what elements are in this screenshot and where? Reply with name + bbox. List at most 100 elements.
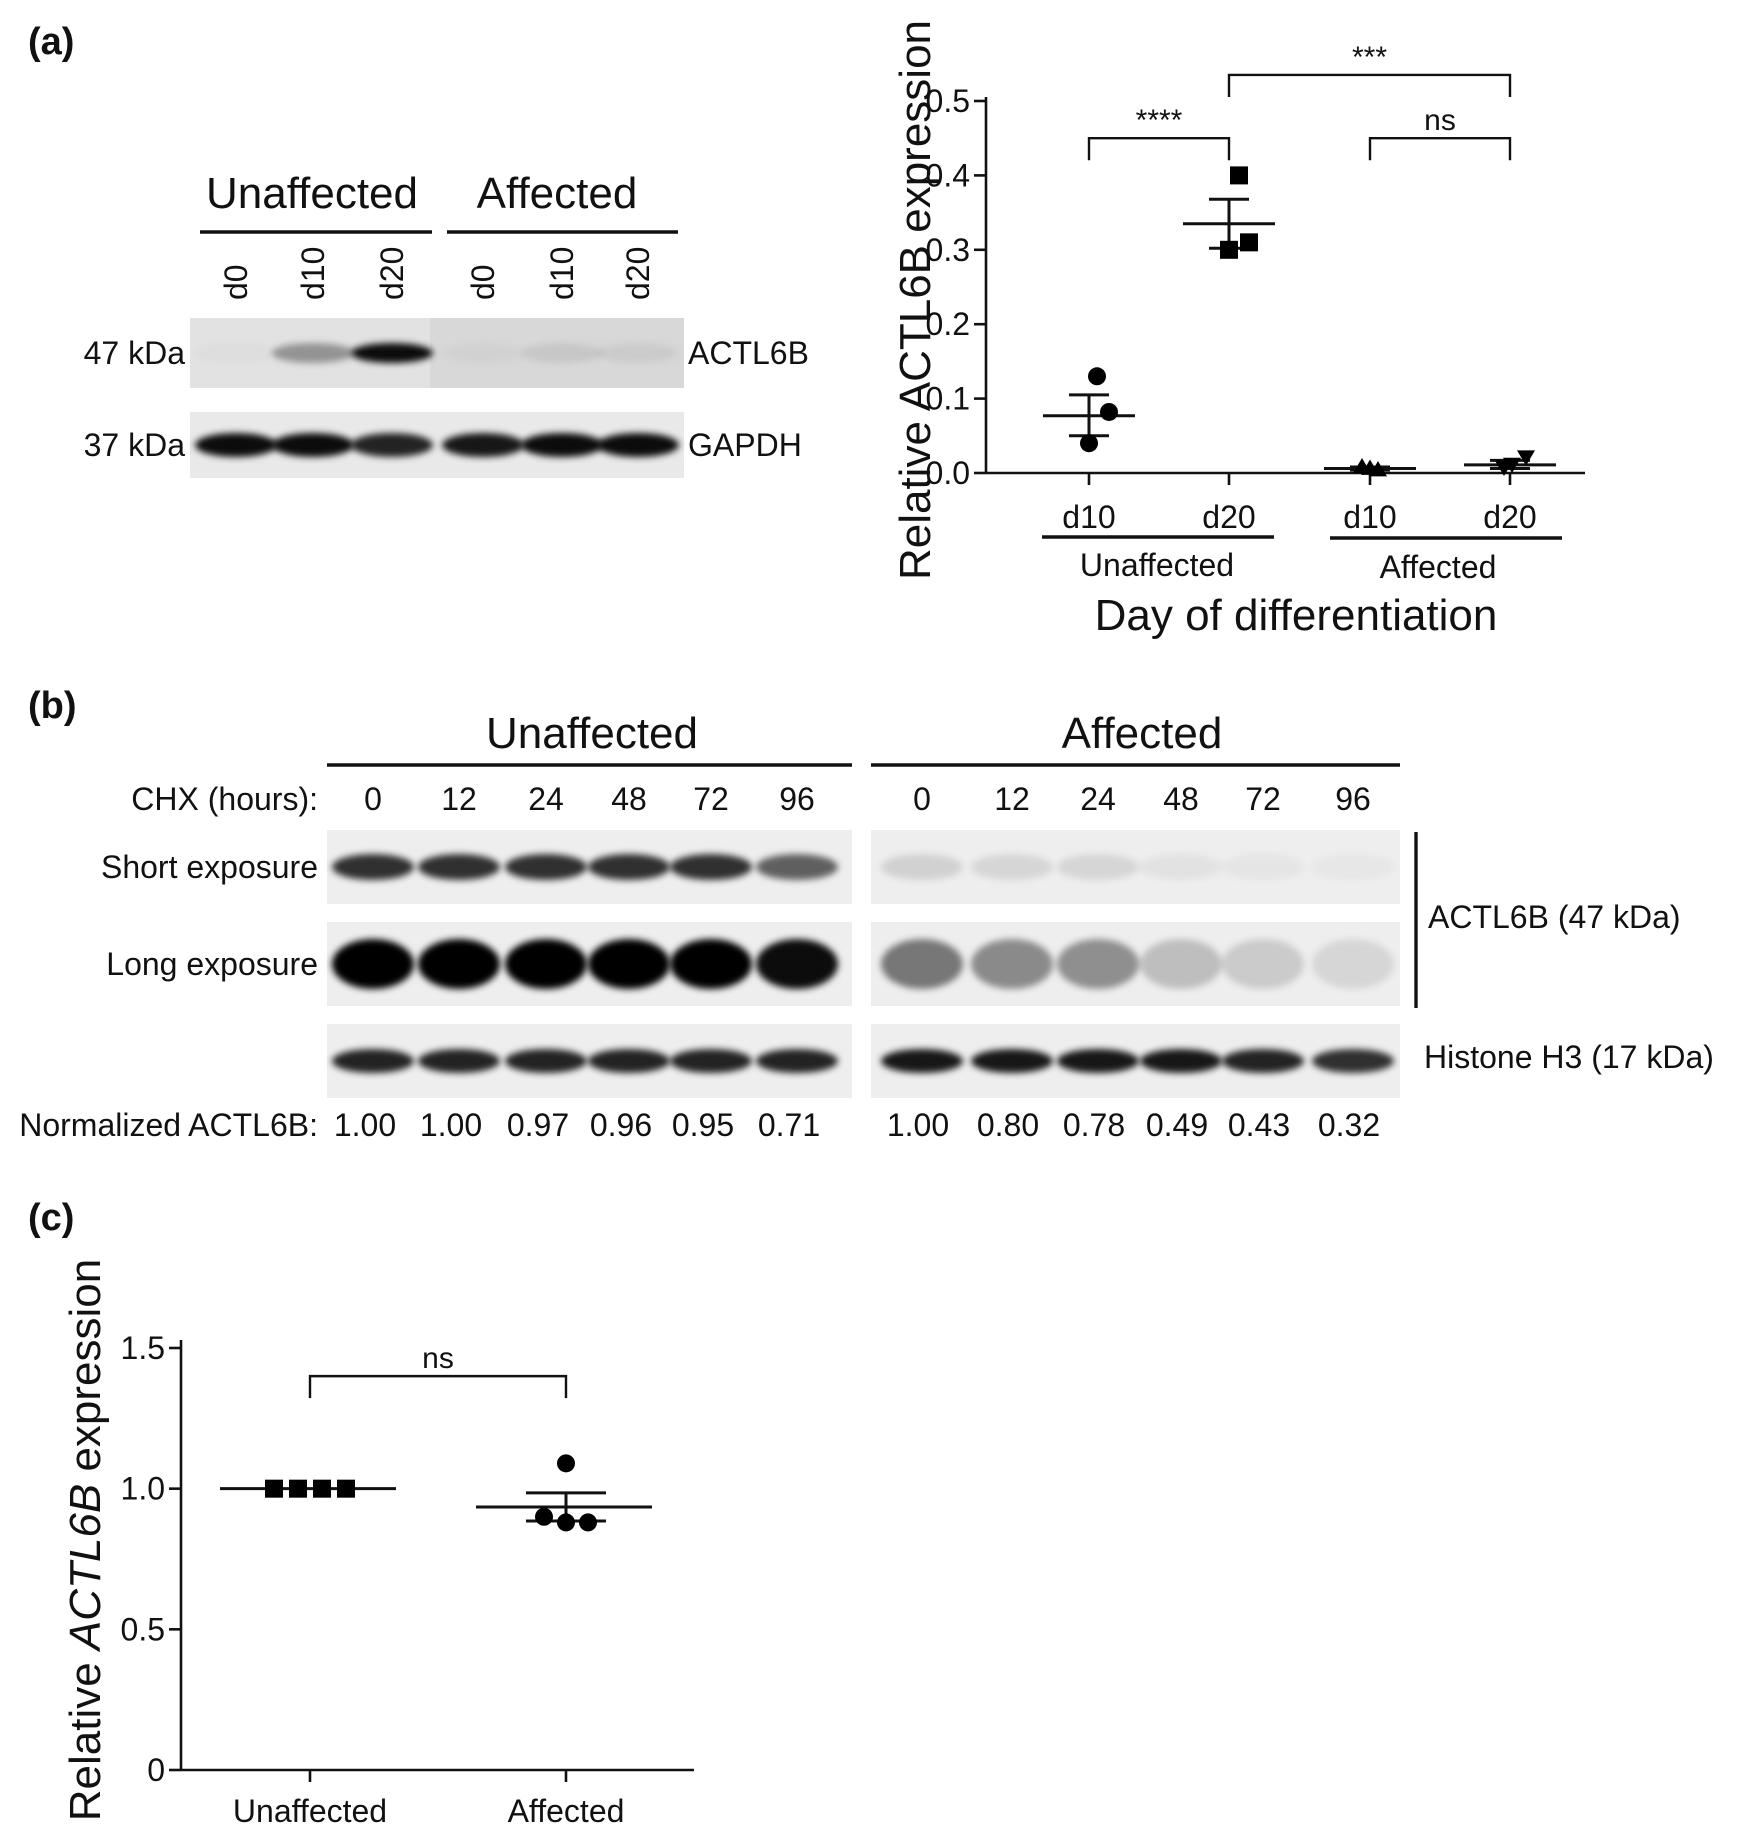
chart-c-point (289, 1479, 307, 1498)
blot-a-band (521, 433, 603, 457)
blot-b-normalized-value: 0.71 (758, 1107, 820, 1143)
chart-a: Relative ACTL6B expression Day of differ… (891, 20, 1585, 640)
chart-a-y-tick-label: 0.4 (926, 157, 970, 193)
blot-b-band (1140, 939, 1222, 989)
blot-b-band (670, 939, 752, 989)
blot-b-hour-label: 12 (441, 781, 477, 817)
blot-b-band (1057, 1049, 1139, 1073)
blot-b-band (670, 1049, 752, 1073)
blot-a-protein-label: ACTL6B (688, 335, 809, 371)
chart-a-group-unaffected: Unaffected (1080, 547, 1234, 583)
blot-b-band (971, 939, 1053, 989)
chart-a-point (1100, 402, 1118, 421)
blot-b-band (418, 1049, 500, 1073)
blot-b-hour-label: 48 (1163, 781, 1199, 817)
blot-b-normalized-value: 1.00 (334, 1107, 396, 1143)
blot-b-h3-label: Histone H3 (17 kDa) (1424, 1039, 1714, 1075)
chart-a-point (1220, 240, 1238, 259)
blot-b-normalized-value: 1.00 (420, 1107, 482, 1143)
chart-a-y-tick-label: 0.2 (926, 306, 970, 342)
chart-c-point (265, 1479, 283, 1498)
blot-a-group-affected: Affected (477, 169, 638, 218)
blot-b-normalized-value: 0.95 (672, 1107, 734, 1143)
blot-a-band (351, 433, 433, 457)
blot-b-band (1312, 854, 1394, 880)
chart-a-point (1517, 450, 1535, 466)
blot-a-band (597, 343, 679, 363)
blot-b-band (1222, 939, 1304, 989)
blot-b-hour-label: 96 (779, 781, 815, 817)
blot-b-hour-label: 72 (1245, 781, 1281, 817)
blot-b-band (505, 939, 587, 989)
blot-b-normalized-value: 0.96 (590, 1107, 652, 1143)
chart-a-group-affected: Affected (1380, 549, 1497, 585)
blot-b-band (756, 1049, 838, 1073)
blot-a-lane-label: d10 (544, 247, 580, 300)
blot-a-band (597, 433, 679, 457)
blot-b-group-unaffected: Unaffected (486, 709, 698, 758)
blot-a-band (272, 343, 354, 363)
blot-b-band (670, 854, 752, 880)
blot-b-normalized-value: 0.43 (1228, 1107, 1290, 1143)
blot-b-row-label: Short exposure (101, 849, 318, 885)
blot-b-band (1312, 1049, 1394, 1073)
blot-b-band (971, 854, 1053, 880)
blot-b-band (881, 854, 963, 880)
blot-b-band (588, 854, 670, 880)
blot-b-band (332, 939, 414, 989)
chart-c-significance-bracket (308, 1374, 568, 1399)
chart-a-x-tick-label: d20 (1202, 499, 1255, 535)
blot-b-band (332, 1049, 414, 1073)
blot-b-band (971, 1049, 1053, 1073)
blot-b-band (1057, 854, 1139, 880)
chart-c-point (337, 1479, 355, 1498)
panel-label-a: (a) (28, 21, 74, 63)
chart-a-point (1088, 367, 1106, 386)
panel-label-c: (c) (28, 1197, 74, 1239)
blot-b-row-label: Long exposure (106, 946, 318, 982)
chart-a-x-tick-label: d20 (1483, 499, 1536, 535)
blot-a-band (195, 343, 277, 363)
blot-b-actl6b-label: ACTL6B (47 kDa) (1428, 899, 1681, 935)
blot-b-hour-label: 48 (611, 781, 647, 817)
blot-a-band (195, 433, 277, 457)
blot-b-band (588, 939, 670, 989)
chart-c-y-tick-label: 0.5 (121, 1611, 165, 1647)
blot-a-group-unaffected: Unaffected (206, 169, 418, 218)
blot-b-band (881, 1049, 963, 1073)
blot-b-normalized-label: Normalized ACTL6B: (19, 1107, 318, 1143)
chart-a-significance-label: *** (1352, 41, 1387, 74)
blot-a-band (521, 343, 603, 363)
chart-a-y-tick-label: 0.3 (926, 232, 970, 268)
blot-b-hour-label: 0 (913, 781, 931, 817)
chart-a-ylabel: Relative ACTL6B expression (891, 20, 940, 580)
chart-a-point (1240, 233, 1258, 252)
blot-b-hour-label: 0 (364, 781, 382, 817)
chart-a-significance-bracket (1368, 137, 1512, 161)
blot-b-hour-label: 96 (1335, 781, 1371, 817)
chart-c-point (535, 1507, 553, 1526)
blot-b-band (1140, 1049, 1222, 1073)
blot-b-band (505, 1049, 587, 1073)
blot-a: Unaffected Affected d0 d10 d20 d0 d10 d20 47 … (84, 169, 809, 478)
chart-c-x-tick-label: Affected (508, 1793, 625, 1829)
chart-a-point (1369, 461, 1387, 477)
blot-a-band (272, 433, 354, 457)
blot-a-lane-labels: d0 d10 d20 d0 d10 d20 (218, 247, 656, 300)
blot-a-band (442, 343, 524, 363)
blot-b-normalized-value: 0.49 (1146, 1107, 1208, 1143)
blot-b-normalized-value: 0.32 (1318, 1107, 1380, 1143)
blot-a-kda-label: 47 kDa (84, 335, 186, 371)
blot-a-lane-label: d0 (465, 264, 501, 300)
blot-b-band (418, 854, 500, 880)
blot-a-rows: 47 kDa ACTL6B 37 kDa GAPDH (84, 318, 809, 478)
chart-c-point (557, 1513, 575, 1532)
chart-c-y-tick-label: 1.5 (121, 1330, 165, 1366)
chart-c-ylabel: Relative ACTL6B expression (61, 1259, 110, 1822)
blot-b-normalized-value: 0.78 (1063, 1107, 1125, 1143)
blot-a-band (351, 343, 433, 363)
chart-c-y-tick-label: 0 (147, 1752, 165, 1788)
blot-a-lane-label: d20 (374, 247, 410, 300)
blot-b-hour-label: 12 (994, 781, 1030, 817)
